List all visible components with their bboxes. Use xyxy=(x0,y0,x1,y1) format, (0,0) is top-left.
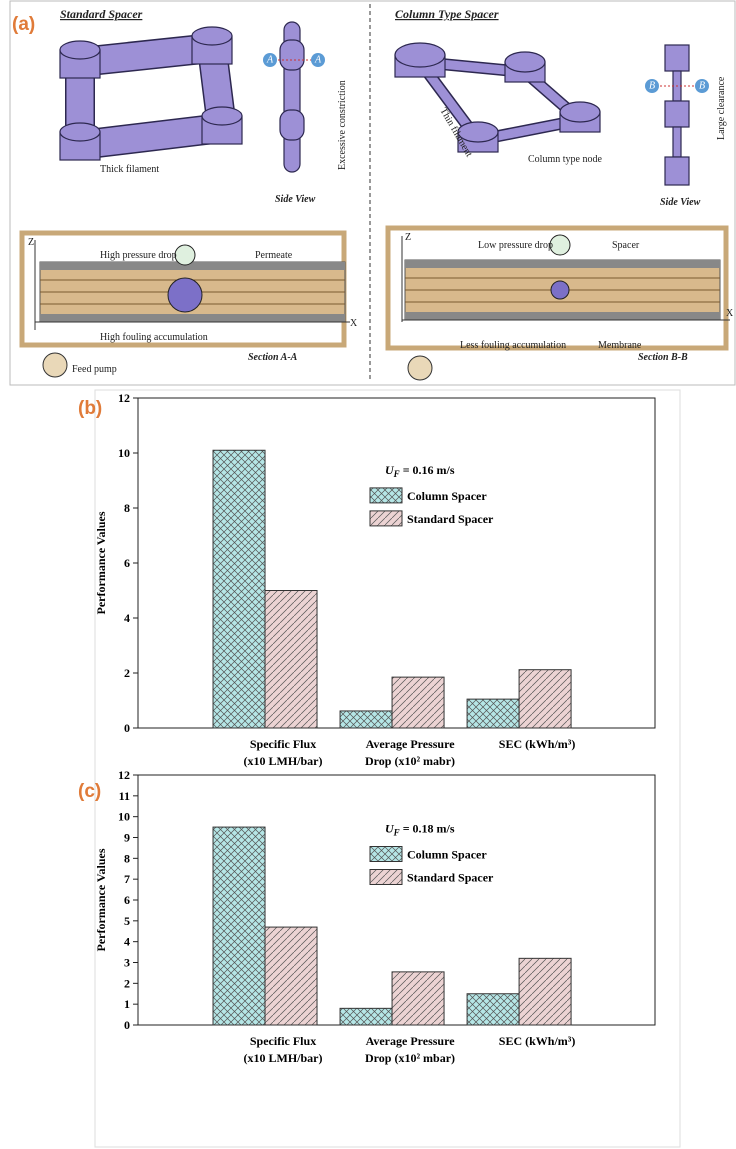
x-tick-label: SEC (kWh/m³) xyxy=(499,1034,576,1048)
bar xyxy=(392,677,444,728)
y-tick-label: 0 xyxy=(124,721,130,735)
y-tick-label: 12 xyxy=(118,391,130,405)
axis-label: X xyxy=(350,318,358,329)
x-tick-label: (x10 LMH/bar) xyxy=(244,754,323,768)
bar xyxy=(467,994,519,1025)
label: Permeate xyxy=(255,250,293,261)
y-tick-label: 2 xyxy=(124,976,130,990)
label: Side View xyxy=(660,197,701,208)
figure: (a) Standard Spacer Column Type Spacer T… xyxy=(0,0,736,1149)
bar xyxy=(392,972,444,1025)
section-title: Standard Spacer xyxy=(60,7,143,21)
y-tick-label: 6 xyxy=(124,893,130,907)
label: Section A-A xyxy=(248,352,298,363)
legend-swatch xyxy=(370,870,402,885)
label: Section B-B xyxy=(638,352,688,363)
annotation-subscript: F xyxy=(393,469,400,479)
label: Less fouling accumulation xyxy=(460,340,566,351)
bar xyxy=(340,711,392,728)
label: Membrane xyxy=(598,340,642,351)
y-tick-label: 4 xyxy=(124,935,130,949)
y-tick-label: 1 xyxy=(124,997,130,1011)
y-tick-label: 3 xyxy=(124,956,130,970)
legend-label: Standard Spacer xyxy=(407,512,494,526)
y-tick-label: 10 xyxy=(118,446,130,460)
x-tick-label: (x10 LMH/bar) xyxy=(244,1051,323,1065)
y-tick-label: 9 xyxy=(124,831,130,845)
x-tick-label: Specific Flux xyxy=(250,1034,316,1048)
panel-label: (a) xyxy=(12,14,35,35)
y-tick-label: 11 xyxy=(119,789,130,803)
legend-swatch xyxy=(370,847,402,862)
label: High pressure drop xyxy=(100,250,177,261)
x-tick-label: Average Pressure xyxy=(366,1034,456,1048)
axis-label: Z xyxy=(405,232,411,243)
axis-label: Z xyxy=(28,237,34,248)
x-tick-label: Specific Flux xyxy=(250,737,316,751)
y-tick-label: 6 xyxy=(124,556,130,570)
annotation: UF= 0.18 m/s xyxy=(385,822,455,838)
y-tick-label: 8 xyxy=(124,851,130,865)
y-tick-label: 10 xyxy=(118,810,130,824)
bar xyxy=(519,670,571,728)
legend-swatch xyxy=(370,511,402,526)
x-tick-label: Average Pressure xyxy=(366,737,456,751)
axis-label: X xyxy=(726,308,734,319)
y-axis-label: Performance Values xyxy=(94,848,108,951)
marker: B xyxy=(649,80,655,91)
legend-label: Column Spacer xyxy=(407,489,487,503)
panel-label: (c) xyxy=(78,781,101,802)
bar xyxy=(340,1008,392,1025)
label: Large clearance xyxy=(716,76,727,140)
x-tick-label: SEC (kWh/m³) xyxy=(499,737,576,751)
x-tick-label: Drop (x10² mabr) xyxy=(365,754,455,768)
label: Feed pump xyxy=(72,364,117,375)
annotation: UF= 0.16 m/s xyxy=(385,463,455,479)
label: High fouling accumulation xyxy=(100,332,208,343)
bar xyxy=(213,450,265,728)
legend-swatch xyxy=(370,488,402,503)
marker: B xyxy=(699,80,705,91)
y-tick-label: 12 xyxy=(118,768,130,782)
label: Column type node xyxy=(528,154,602,165)
label: Spacer xyxy=(612,240,640,251)
annotation-subscript: F xyxy=(393,828,400,838)
panel-label: (b) xyxy=(78,398,102,419)
annotation-text: = 0.16 m/s xyxy=(403,463,455,477)
bar xyxy=(265,927,317,1025)
label: Excessive constriction xyxy=(337,80,348,170)
section-title: Column Type Spacer xyxy=(395,7,499,21)
y-tick-label: 4 xyxy=(124,611,130,625)
legend-label: Standard Spacer xyxy=(407,871,494,885)
bar xyxy=(265,591,317,729)
y-tick-label: 7 xyxy=(124,872,130,886)
bar xyxy=(467,699,519,728)
x-tick-label: Drop (x10² mbar) xyxy=(365,1051,455,1065)
panel-a: (a) Standard Spacer Column Type Spacer T… xyxy=(10,1,735,385)
legend-label: Column Spacer xyxy=(407,848,487,862)
label: Side View xyxy=(275,194,316,205)
marker: A xyxy=(314,54,322,65)
marker: A xyxy=(266,54,274,65)
label: Thick filament xyxy=(100,164,159,175)
bar xyxy=(519,958,571,1025)
y-tick-label: 5 xyxy=(124,914,130,928)
bar xyxy=(213,827,265,1025)
y-axis-label: Performance Values xyxy=(94,511,108,614)
annotation-text: = 0.18 m/s xyxy=(403,822,455,836)
y-tick-label: 0 xyxy=(124,1018,130,1032)
label: Low pressure drop xyxy=(478,240,553,251)
y-tick-label: 2 xyxy=(124,666,130,680)
y-tick-label: 8 xyxy=(124,501,130,515)
